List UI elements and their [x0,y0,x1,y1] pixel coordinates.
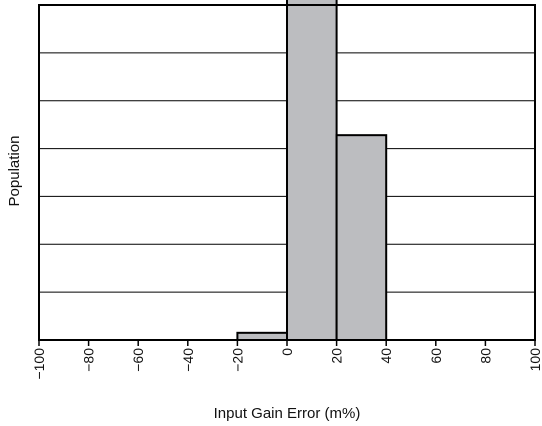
x-tick-label: 20 [329,348,345,364]
bars [236,0,388,342]
y-axis-label: Population [6,136,23,207]
x-tick-label: −20 [229,348,245,372]
x-tick-label: −100 [31,348,47,380]
x-tick-label: −40 [180,348,196,372]
x-tick-label: 100 [527,348,542,372]
x-tick-label: 80 [477,348,493,364]
x-tick-label: 40 [378,348,394,364]
x-ticks: −100 −80 −60 −40 −20 0 20 40 60 80 100 [31,340,542,380]
x-tick-label: −60 [130,348,146,372]
x-tick-label: −80 [81,348,97,372]
bar-1 [236,331,288,342]
bar-3 [335,134,388,341]
x-axis-label: Input Gain Error (m%) [214,405,361,422]
x-tick-label: 60 [428,348,444,364]
x-tick-label: 0 [279,348,295,356]
bar-2 [286,0,338,341]
